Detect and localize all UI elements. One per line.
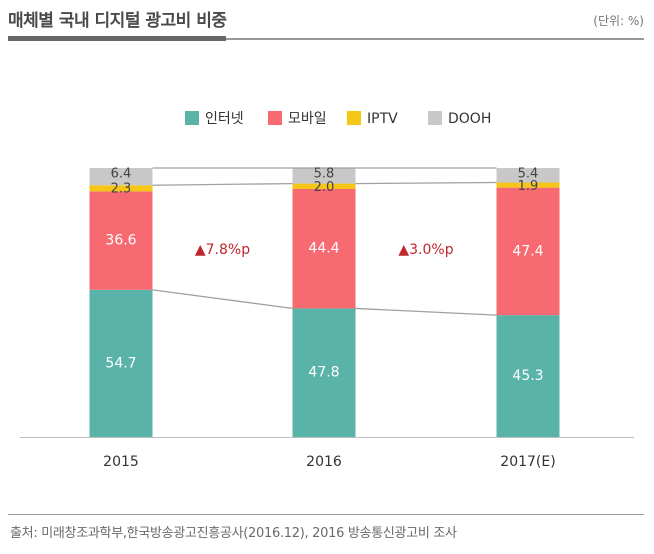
bar-dooh-2015 xyxy=(89,168,153,186)
footer-divider xyxy=(8,514,644,515)
value-label-dooh: 6.4 xyxy=(111,167,132,182)
bar-internet-2015 xyxy=(89,289,153,437)
value-label-mobile: 44.4 xyxy=(308,241,339,257)
value-label-dooh: 5.8 xyxy=(314,167,335,182)
unit-label: (단위: %) xyxy=(593,14,644,28)
legend-label-internet: 인터넷 xyxy=(205,111,244,127)
change-annotation: ▲3.0%p xyxy=(398,242,453,258)
bar-internet-2017-e xyxy=(496,315,560,437)
value-label-mobile: 36.6 xyxy=(105,233,136,249)
value-label-internet: 45.3 xyxy=(512,368,543,384)
legend-label-mobile: 모바일 xyxy=(288,111,327,127)
bar-internet-2016 xyxy=(292,308,356,437)
connector-internet xyxy=(355,307,497,316)
title-rule xyxy=(226,38,644,40)
stacked-bar-chart: 54.7 36.6 2.36.4 2015 47.8 44.4 2.05.8 2016 45.3… xyxy=(20,111,634,470)
bar-mobile-2016 xyxy=(292,188,356,309)
x-tick-label: 2015 xyxy=(103,454,139,470)
legend-swatch-internet xyxy=(185,111,199,125)
value-label-internet: 54.7 xyxy=(105,355,136,371)
legend-label-dooh: DOOH xyxy=(448,111,491,127)
value-label-internet: 47.8 xyxy=(308,365,339,381)
bar-mobile-2017-e xyxy=(496,187,560,316)
legend-swatch-iptv xyxy=(347,111,361,125)
value-label-iptv: 2.3 xyxy=(111,182,132,197)
x-tick-label: 2016 xyxy=(306,454,342,470)
chart-title: 매체별 국내 디지털 광고비 비중 xyxy=(8,11,227,31)
bar-iptv-2015 xyxy=(89,185,153,192)
source-note: 출처: 미래창조과학부,한국방송광고진흥공사(2016.12), 2016 방송… xyxy=(10,526,457,541)
value-label-iptv: 1.9 xyxy=(518,179,539,194)
bar-iptv-2017-e xyxy=(496,182,560,188)
legend-swatch-dooh xyxy=(428,111,442,125)
value-label-dooh: 5.4 xyxy=(518,167,539,182)
legend-swatch-mobile xyxy=(268,111,282,125)
value-label-iptv: 2.0 xyxy=(314,180,335,195)
connector-internet xyxy=(152,289,293,310)
bar-iptv-2016 xyxy=(292,183,356,189)
bar-mobile-2015 xyxy=(89,191,153,290)
legend-label-iptv: IPTV xyxy=(367,111,398,127)
title-underline xyxy=(8,36,226,41)
bar-dooh-2016 xyxy=(292,168,356,184)
x-tick-label: 2017(E) xyxy=(500,454,555,470)
connector-iptv xyxy=(355,181,497,185)
bar-dooh-2017-e xyxy=(496,168,560,183)
value-label-mobile: 47.4 xyxy=(512,243,543,259)
connector-iptv xyxy=(152,182,293,186)
change-annotation: ▲7.8%p xyxy=(195,242,250,258)
